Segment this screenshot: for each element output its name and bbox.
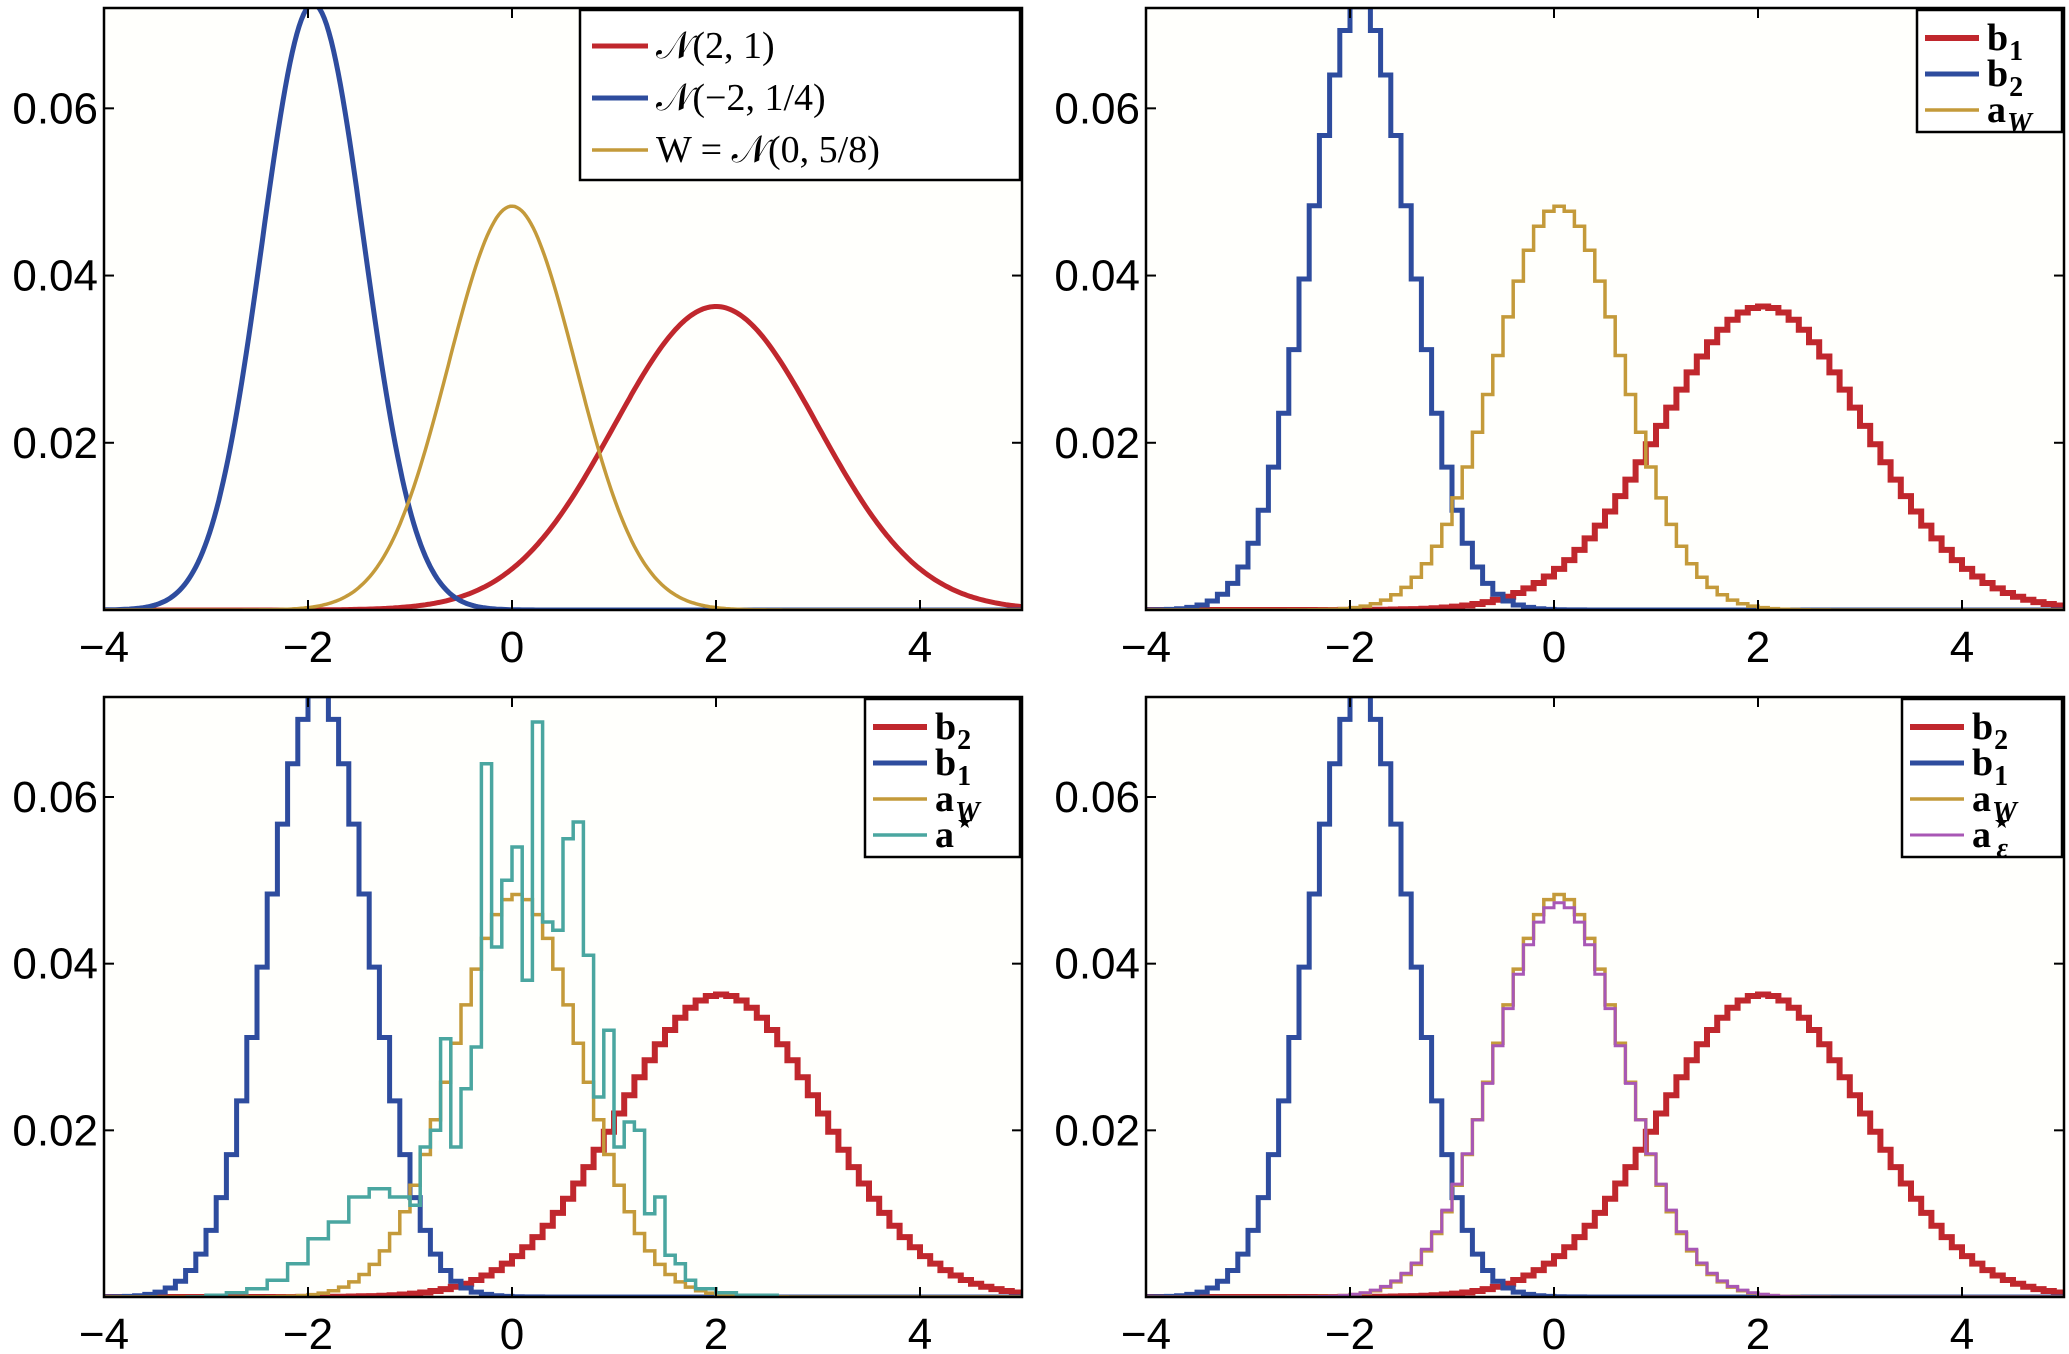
y-tick-label: 0.02	[12, 419, 98, 468]
legend-entry-label: b1	[1972, 742, 2008, 792]
legend-label-main: b	[1987, 53, 2008, 95]
x-tick-label: 2	[704, 623, 728, 672]
legend-label-main: 𝒩(−2, 1/4)	[656, 77, 826, 119]
y-tick-label: 0.02	[12, 1106, 98, 1155]
series-line-b1	[1146, 697, 2064, 1297]
axes-frame	[102, 695, 1024, 1299]
series-line-b2	[1146, 8, 2064, 610]
legend-box	[578, 8, 1022, 182]
x-tick-label: 0	[500, 623, 524, 672]
series-line-b1	[104, 697, 1022, 1297]
legend-label-sub: 1	[957, 761, 971, 792]
legend-label-sub: ε	[1997, 833, 2009, 864]
legend-label-sup: ⋆	[1993, 807, 2011, 838]
legend-label-main: b	[1987, 17, 2008, 59]
y-tick-label: 0.06	[1054, 84, 1140, 133]
legend: 𝒩(2, 1) 𝒩(−2, 1/4) W = 𝒩(0, 5/8)	[578, 8, 1022, 182]
x-tick-label: −2	[1325, 623, 1375, 672]
legend-entry-label: b1	[1987, 17, 2023, 67]
x-tick-label: 0	[1542, 623, 1566, 672]
x-tick-label: 2	[1746, 623, 1770, 672]
legend-entry-label: a⋆ ε	[1972, 807, 2011, 864]
legend-entry-label: 𝒩(2, 1)	[656, 25, 775, 67]
x-tick-label: −4	[1121, 623, 1171, 672]
legend-entry-label: a⋆	[935, 807, 974, 856]
legend-label-main: 𝒩(2, 1)	[656, 25, 775, 67]
legend-label-sub: 2	[2009, 72, 2023, 103]
legend-label-main: a	[935, 814, 954, 856]
x-tick-label: −2	[1325, 1310, 1375, 1354]
x-tick-label: 0	[1542, 1310, 1566, 1354]
series-line-aw	[104, 892, 1022, 1297]
legend-entry-label: aW	[935, 778, 982, 828]
y-tick-label: 0.06	[1054, 773, 1140, 822]
legend-label-sub: 1	[2009, 36, 2023, 67]
y-tick-label: 0.06	[12, 773, 98, 822]
x-tick-label: 4	[1950, 1310, 1974, 1354]
legend-entry-label: b2	[1987, 53, 2023, 103]
y-tick-label: 0.02	[1054, 419, 1140, 468]
axes-frame	[102, 6, 1024, 612]
legend-label-main: W = 𝒩(0, 5/8)	[656, 129, 880, 171]
legend-label-main: a	[1972, 778, 1991, 820]
legend-label-main: b	[1972, 706, 1993, 748]
x-tick-label: 2	[1746, 1310, 1770, 1354]
axes-frame	[1144, 695, 2066, 1299]
legend-entry-label: b2	[935, 706, 971, 756]
x-tick-label: 0	[500, 1310, 524, 1354]
x-tick-label: 4	[1950, 623, 1974, 672]
y-tick-label: 0.02	[1054, 1106, 1140, 1155]
legend-label-main: a	[1972, 814, 1991, 856]
legend-label-main: b	[1972, 742, 1993, 784]
legend-label-sub: 1	[1994, 761, 2008, 792]
y-tick-label: 0.04	[12, 252, 98, 301]
legend-entry-label: W = 𝒩(0, 5/8)	[656, 129, 880, 171]
legend-label-sub: W	[2007, 108, 2034, 139]
series-line-n-2-1-4-	[104, 8, 1022, 610]
x-tick-label: −2	[283, 623, 333, 672]
legend-label-main: b	[935, 706, 956, 748]
x-tick-label: −4	[1121, 1310, 1171, 1354]
chart-panel-top-left: −4 −2 0 2 4 0.02 0.04 0.06 𝒩(2, 1) 𝒩(−2, 1/4) W = …	[12, 6, 1024, 672]
x-tick-label: 4	[908, 1310, 932, 1354]
series-line-aw	[1146, 204, 2064, 610]
series-line-n-2-1-	[104, 304, 1022, 610]
legend-entry-label: aW	[1972, 778, 2019, 828]
legend-entry-label: b1	[935, 742, 971, 792]
series-line-a-	[185, 720, 779, 1297]
y-tick-label: 0.06	[12, 84, 98, 133]
legend-label-main: b	[935, 742, 956, 784]
y-tick-label: 0.04	[12, 940, 98, 989]
legend-label-sup: ⋆	[956, 807, 974, 838]
x-tick-label: −4	[79, 623, 129, 672]
legend-entry-label: 𝒩(−2, 1/4)	[656, 77, 826, 119]
legend-label-sub: 2	[957, 725, 971, 756]
legend-label-sub: 2	[1994, 725, 2008, 756]
legend-label-sub: W	[1992, 797, 2019, 828]
x-tick-label: −4	[79, 1310, 129, 1354]
axes-frame	[1144, 6, 2066, 612]
legend-label-main: a	[935, 778, 954, 820]
legend-entry-label: b2	[1972, 706, 2008, 756]
x-tick-label: 2	[704, 1310, 728, 1354]
y-tick-label: 0.04	[1054, 940, 1140, 989]
x-tick-label: −2	[283, 1310, 333, 1354]
y-tick-label: 0.04	[1054, 252, 1140, 301]
x-tick-label: 4	[908, 623, 932, 672]
legend-label-main: a	[1987, 89, 2006, 131]
legend-entry-label: aW	[1987, 89, 2034, 139]
legend-label-sub: W	[955, 797, 982, 828]
